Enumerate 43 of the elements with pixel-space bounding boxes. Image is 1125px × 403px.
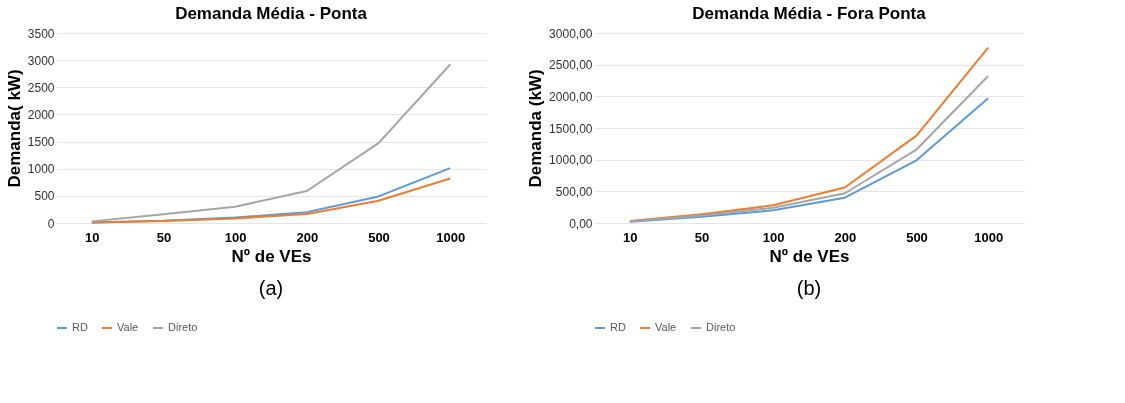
y-tick-label: 0,00 <box>569 216 593 231</box>
y-tick-label: 2500,00 <box>549 58 593 73</box>
line-series <box>90 177 452 224</box>
x-tick-label: 100 <box>762 229 785 245</box>
x-axis-title: Nº de VEs <box>231 246 312 266</box>
y-tick-label: 3000 <box>27 53 55 68</box>
legend-label: Vale <box>117 321 139 333</box>
x-tick-label: 10 <box>623 229 638 245</box>
text: (a) <box>258 277 284 299</box>
x-tick-label: 100 <box>224 229 247 245</box>
y-tick-label: 2000,00 <box>549 89 593 104</box>
legend-label: Vale <box>655 321 677 333</box>
x-tick-label: 200 <box>296 229 319 245</box>
y-tick-label: 1500 <box>27 135 55 150</box>
x-tick-label: 500 <box>368 229 390 245</box>
y-tick-label: 1500,00 <box>549 121 593 136</box>
legend-label: Direto <box>168 321 198 333</box>
y-tick-label: 500 <box>34 189 55 204</box>
chart-title: Demanda Média - Ponta <box>175 4 368 23</box>
y-tick-label: 1000 <box>27 162 55 177</box>
x-tick-label: 50 <box>156 229 172 245</box>
y-axis-title: Demanda (kW) <box>526 69 546 188</box>
legend-label: RD <box>72 321 88 333</box>
x-tick-label: 10 <box>85 229 100 245</box>
y-tick-label: 3000,00 <box>549 26 593 41</box>
x-tick-label: 1000 <box>436 229 466 245</box>
legend-label: RD <box>610 321 626 333</box>
x-tick-label: 200 <box>834 229 857 245</box>
y-tick-label: 2500 <box>27 80 55 95</box>
x-axis-title: Nº de VEs <box>769 246 850 266</box>
x-tick-label: 1000 <box>974 229 1004 245</box>
y-axis-title: Demanda( kW) <box>4 69 24 188</box>
chart-title: Demanda Média - Fora Ponta <box>692 4 927 23</box>
x-tick-label: 50 <box>694 229 710 245</box>
text: (b) <box>796 277 822 299</box>
y-tick-label: 0 <box>47 216 55 231</box>
y-tick-label: 2000 <box>27 107 55 122</box>
y-tick-label: 1000,00 <box>549 153 593 168</box>
line-series <box>90 63 452 223</box>
legend-label: Direto <box>706 321 736 333</box>
x-tick-label: 500 <box>906 229 928 245</box>
y-tick-label: 500,00 <box>555 184 593 199</box>
y-tick-label: 3500 <box>27 26 55 41</box>
